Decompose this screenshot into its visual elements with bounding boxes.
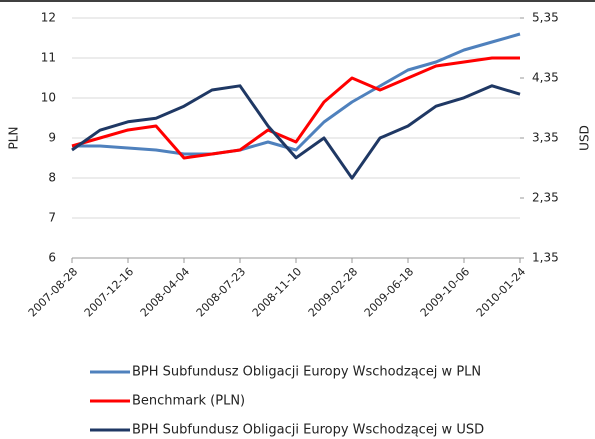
x-tick-label: 2009-10-06	[418, 265, 472, 319]
y-tick-label: 10	[41, 91, 56, 105]
x-tick-label: 2007-12-16	[82, 265, 136, 319]
y-tick-label: 12	[41, 11, 56, 25]
legend-text: BPH Subfundusz Obligacji Europy Wschodzą…	[132, 423, 484, 438]
y-tick-label: 11	[41, 51, 56, 65]
y-tick-label: 7	[48, 211, 56, 225]
series-line	[72, 32, 521, 156]
series-line	[71, 84, 521, 180]
legend-text: Benchmark (PLN)	[132, 394, 245, 409]
y-axis-label: PLN	[7, 127, 21, 150]
y-tick-label: 8	[48, 171, 56, 185]
x-tick-label: 2010-01-24	[474, 265, 528, 319]
y2-tick-label: 1,35	[532, 251, 559, 265]
y2-tick-label: 4,35	[532, 71, 559, 85]
x-tick-label: 2008-11-10	[250, 265, 304, 319]
x-tick-label: 2009-02-28	[306, 265, 360, 319]
y-tick-label: 9	[48, 131, 56, 145]
y2-tick-label: 2,35	[532, 191, 559, 205]
x-tick-label: 2008-07-23	[194, 265, 248, 319]
x-tick-label: 2009-06-18	[362, 265, 416, 319]
y-tick-label: 6	[48, 251, 56, 265]
y2-tick-label: 3,35	[532, 131, 559, 145]
y2-tick-label: 5,35	[532, 11, 559, 25]
y2-axis-label: USD	[578, 125, 592, 151]
x-tick-label: 2007-08-28	[26, 265, 80, 319]
x-tick-label: 2008-04-04	[138, 265, 192, 319]
series-line	[71, 56, 520, 160]
legend-text: BPH Subfundusz Obligacji Europy Wschodzą…	[132, 365, 481, 380]
